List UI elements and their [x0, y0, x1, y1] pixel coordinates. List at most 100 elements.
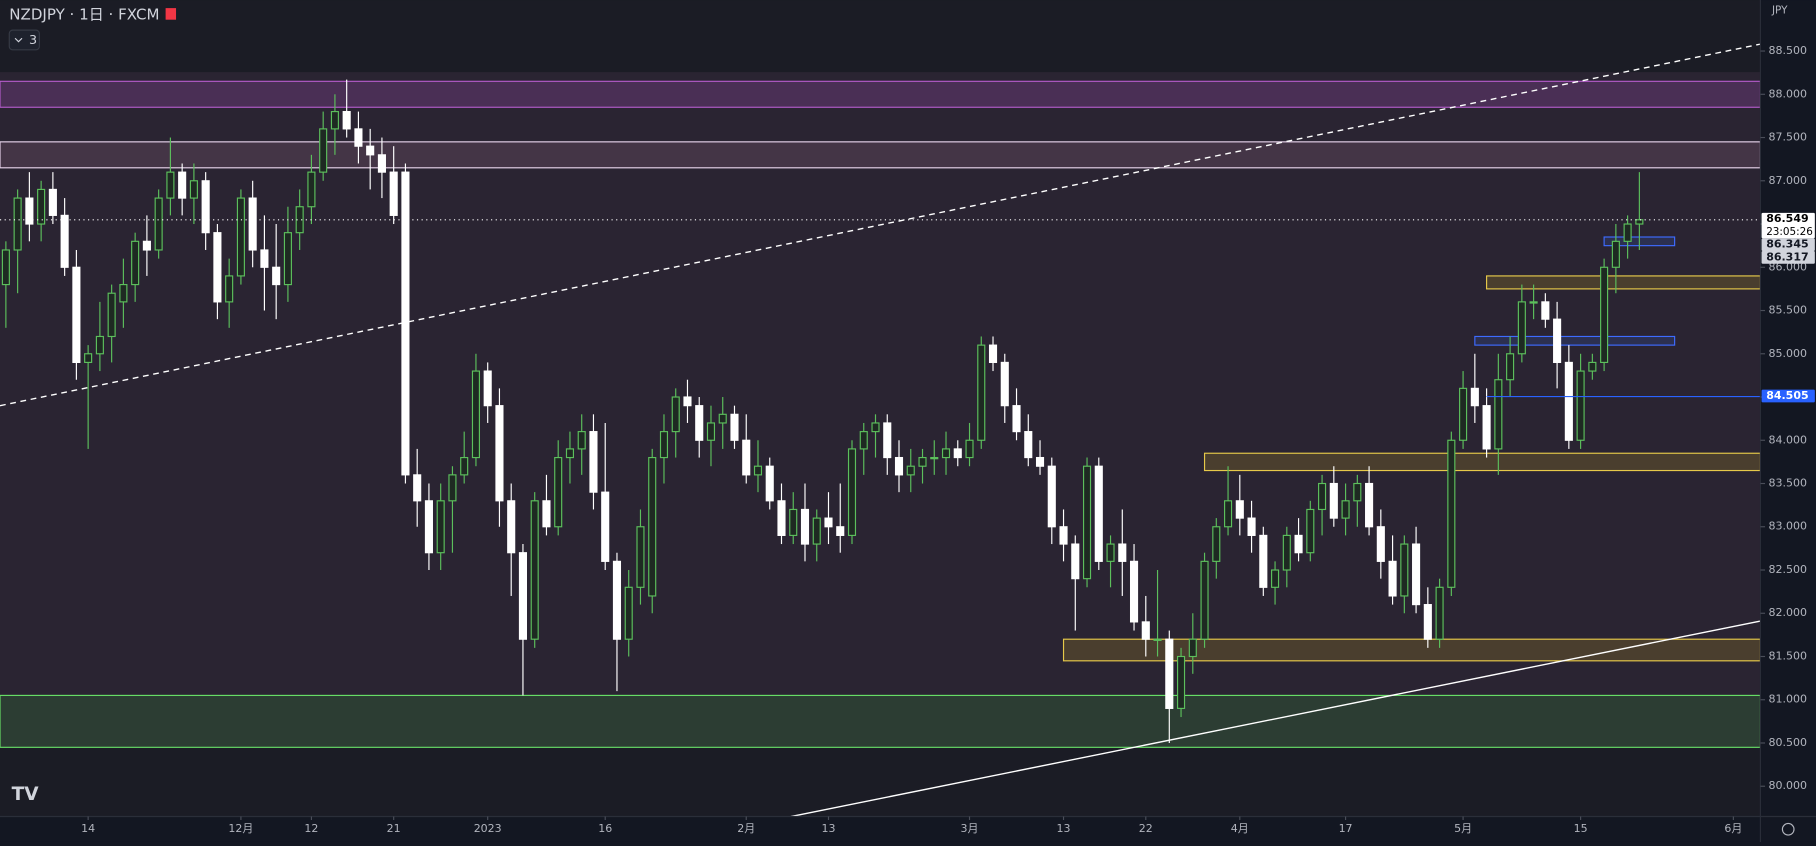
candle-body [1106, 543, 1115, 562]
candle-body [330, 111, 339, 130]
currency-label[interactable]: JPY [1771, 4, 1788, 16]
candle-body [695, 405, 704, 441]
y-tick-label: 88.500 [1769, 44, 1808, 57]
y-tick-label: 83.500 [1769, 477, 1808, 490]
candle-body [753, 465, 763, 476]
candle-body [236, 197, 245, 277]
candle-body [1259, 534, 1268, 588]
candle-body [1482, 405, 1491, 450]
y-tick-label: 81.000 [1769, 693, 1808, 706]
indicator-toggle[interactable] [8, 29, 40, 51]
price-label-box [1761, 389, 1815, 403]
candle-body [1588, 361, 1597, 372]
candle-body [1035, 456, 1045, 467]
candle-body [906, 465, 915, 476]
candle-body [1388, 560, 1397, 597]
x-tick-label: 14 [81, 822, 95, 835]
candle-body [953, 448, 962, 459]
candle-body [1012, 405, 1021, 433]
candle-body [1611, 240, 1620, 268]
candle-body [107, 292, 116, 338]
candle-body [824, 517, 833, 528]
y-tick-label: 82.000 [1769, 606, 1808, 619]
candle-body [1176, 655, 1186, 709]
candle-body [1459, 387, 1468, 441]
candle-body [448, 474, 457, 502]
zone [0, 141, 1761, 169]
candle-body [648, 456, 657, 597]
candle-body [777, 500, 786, 536]
candle-body [436, 500, 445, 554]
candle-body [1188, 638, 1197, 658]
zone [1203, 452, 1761, 472]
x-tick-label: 15 [1574, 822, 1588, 835]
candle-body [789, 508, 798, 536]
candle-body [1129, 560, 1139, 623]
x-tick-label: 4月 [1231, 822, 1249, 835]
candle-body [25, 197, 34, 225]
candle-body [836, 526, 845, 536]
x-tick-label: 2月 [737, 822, 755, 835]
y-tick-label: 83.000 [1769, 520, 1808, 533]
candle-body [154, 197, 163, 251]
candle-body [1000, 361, 1009, 407]
candle-body [518, 552, 528, 640]
candle-body [671, 396, 680, 433]
settings-icon[interactable] [1781, 822, 1795, 836]
price-label: 86.549 [1766, 212, 1808, 225]
candle-body [765, 465, 774, 502]
candle-body [37, 188, 46, 225]
x-tick-label: 17 [1339, 822, 1353, 835]
candle-body [260, 249, 269, 268]
candle-body [1541, 301, 1550, 320]
y-tick-label: 82.500 [1769, 563, 1808, 576]
candle-body [1282, 534, 1291, 571]
candle-body [507, 500, 516, 554]
candle-body [930, 456, 939, 460]
candle-body [1118, 543, 1127, 562]
zone [0, 80, 1761, 108]
chevron-icon [14, 37, 23, 43]
candle-body [1224, 500, 1233, 528]
candle-body [565, 448, 575, 459]
candle-body [319, 128, 328, 173]
indicator-count: 3 [29, 33, 37, 48]
candle-body [554, 456, 563, 528]
countdown-label: 23:05:26 [1766, 226, 1813, 238]
candle-body [342, 111, 351, 130]
candle-body [542, 500, 551, 528]
candle-body [977, 344, 986, 441]
candle-body [1623, 223, 1632, 242]
y-tick-label: 88.000 [1769, 87, 1808, 100]
logo[interactable]: TV [12, 784, 40, 805]
chart-title: NZDJPY · 1日 · FXCM [9, 6, 159, 24]
candle-body [730, 413, 739, 441]
candle-body [72, 266, 81, 363]
candle-body [1376, 526, 1385, 562]
price-label-box [1761, 238, 1815, 252]
x-tick-label: 12月 [228, 822, 253, 835]
candle-body [659, 431, 669, 459]
candle-body [1082, 465, 1092, 580]
candle-body [84, 353, 93, 363]
x-tick-label: 5月 [1454, 822, 1472, 835]
flag-icon[interactable] [165, 8, 177, 20]
y-tick-label: 87.000 [1769, 174, 1808, 187]
candle-body [283, 232, 292, 286]
candle-body [1423, 604, 1432, 640]
candle-body [354, 128, 363, 147]
candle-body [131, 240, 140, 286]
candle-body [189, 180, 198, 199]
trend-line [790, 620, 1761, 818]
candle-body [1153, 638, 1162, 641]
candle-body [166, 171, 175, 199]
zone [1474, 335, 1676, 346]
candle-body [248, 197, 257, 251]
price-label-box [1761, 212, 1815, 239]
candle-body [1141, 621, 1150, 640]
price-axis [1760, 0, 1816, 842]
candle-body [612, 560, 622, 640]
candle-body [918, 456, 927, 467]
candle-body [1271, 569, 1280, 588]
candle-body [883, 422, 892, 459]
